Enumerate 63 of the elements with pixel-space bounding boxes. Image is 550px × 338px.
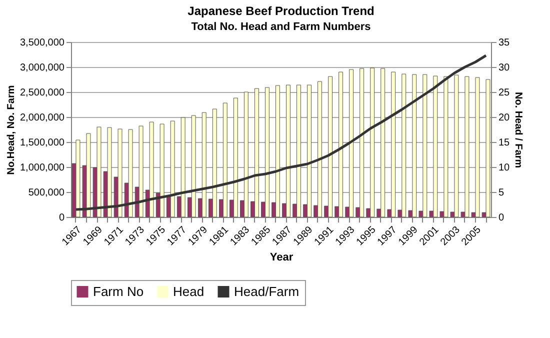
- bar: [307, 84, 312, 218]
- bar: [402, 74, 406, 218]
- y-tick-label: 3,500,000: [20, 38, 65, 48]
- bar: [338, 72, 344, 218]
- chart-subtitle: Total No. Head and Farm Numbers: [191, 21, 371, 33]
- bar: [391, 72, 396, 218]
- bar: [96, 126, 102, 218]
- bar: [128, 129, 133, 218]
- bar: [212, 108, 217, 218]
- y2-tick-label: 25: [498, 88, 510, 98]
- y-tick-label: 2,500,000: [20, 88, 65, 98]
- bar: [349, 69, 354, 218]
- bar: [454, 74, 459, 218]
- y2-axis-title: No. Head / Farm: [512, 92, 524, 168]
- y-axis-title: No.Head, No. Farm: [6, 85, 18, 175]
- bar: [380, 68, 386, 218]
- y-tick-label: 1,000,000: [20, 162, 65, 174]
- bar: [202, 112, 206, 218]
- bar: [170, 120, 175, 218]
- bar: [244, 92, 248, 218]
- bar: [138, 126, 144, 218]
- bar: [254, 88, 259, 218]
- legend-label: Head: [173, 284, 204, 299]
- line-series: [74, 54, 488, 211]
- bar: [222, 102, 228, 218]
- bar: [86, 133, 91, 218]
- bar: [149, 122, 154, 218]
- bar: [486, 79, 490, 218]
- bar: [118, 128, 122, 218]
- bar: [433, 76, 438, 218]
- bar: [444, 76, 448, 218]
- y-tick-label: 2,000,000: [20, 112, 65, 124]
- bar: [286, 84, 290, 218]
- y-tick-label: 1,500,000: [20, 138, 65, 148]
- bar: [264, 87, 270, 218]
- y2-tick-label: 0: [498, 212, 504, 224]
- bar: [412, 74, 417, 218]
- y-tick-label: 3,000,000: [20, 62, 65, 74]
- bar: [296, 84, 301, 218]
- y2-tick-label: 30: [498, 62, 510, 74]
- y2-tick-label: 15: [498, 138, 510, 148]
- y-tick-label: 500,000: [28, 188, 65, 198]
- bar: [160, 124, 164, 218]
- y2-tick-label: 35: [498, 38, 510, 48]
- bar: [318, 81, 322, 218]
- legend-label: Head/Farm: [234, 284, 300, 299]
- y2-tick-label: 10: [498, 162, 510, 174]
- y2-tick-label: 5: [498, 188, 504, 198]
- y2-tick-label: 20: [498, 112, 510, 124]
- bar: [360, 68, 364, 218]
- bar: [422, 74, 428, 218]
- chart-title: Japanese Beef Production Trend: [188, 4, 374, 18]
- bar: [180, 117, 186, 218]
- legend-label: Farm No: [93, 284, 144, 299]
- bar: [275, 85, 280, 218]
- y-tick-label: 0: [58, 212, 65, 224]
- bar: [191, 115, 196, 218]
- x-axis-title: Year: [270, 251, 294, 264]
- bar: [370, 68, 375, 218]
- bar: [233, 98, 238, 218]
- bar: [328, 76, 332, 218]
- bar: [107, 127, 112, 218]
- bar: [464, 76, 470, 218]
